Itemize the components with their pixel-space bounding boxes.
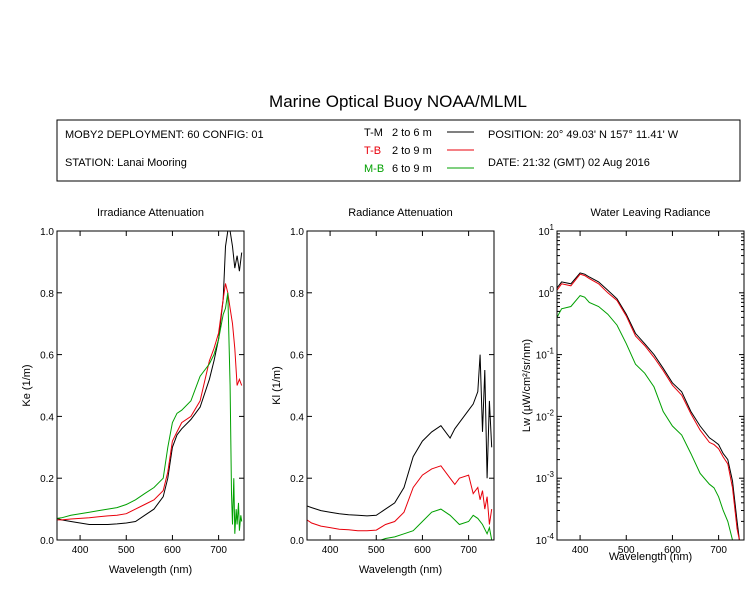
plot-frame-irradiance — [56, 230, 245, 541]
y-tick-label-radiance: 0.6 — [290, 351, 304, 362]
y-tick-label-water-leaving: 10-4 — [536, 532, 555, 547]
y-axis-label-irradiance: Ke (1/m) — [21, 364, 33, 406]
x-tick-label-radiance: 600 — [414, 545, 431, 556]
deployment-text: MOBY2 DEPLOYMENT: 60 CONFIG: 01 — [65, 129, 264, 141]
legend: T-M 2 to 6 m T-B 2 to 9 m M-B 6 to 9 m — [364, 127, 474, 175]
y-axis-label-radiance: Kl (1/m) — [271, 366, 283, 405]
panel-title-radiance: Radiance Attenuation — [348, 207, 453, 219]
x-tick-label-water-leaving: 600 — [664, 545, 681, 556]
chart-panels: Irradiance Attenuation 400 500 600 700 0.0 0.2… — [21, 207, 745, 576]
series-line-irradiance-m-b — [57, 292, 243, 534]
legend-range-tb: 2 to 9 m — [392, 145, 432, 157]
panel-water-leaving: Water Leaving Radiance 400 500 600 700 10-4 10… — [521, 207, 745, 563]
series-line-water-leaving-t-b — [557, 273, 740, 540]
y-tick-label-irradiance: 1.0 — [40, 227, 54, 238]
x-tick-label-irradiance: 600 — [164, 545, 181, 556]
panel-radiance: Radiance Attenuation 400 500 600 700 0.0 0.2 0.… — [271, 207, 495, 576]
panel-irradiance: Irradiance Attenuation 400 500 600 700 0.0 0.2… — [21, 207, 245, 576]
legend-range-tm: 2 to 6 m — [392, 127, 432, 139]
series-line-water-leaving-m-b — [557, 295, 735, 540]
station-text: STATION: Lanai Mooring — [65, 157, 187, 169]
x-tick-label-radiance: 700 — [460, 545, 477, 556]
series-line-irradiance-t-m — [57, 231, 243, 525]
y-tick-label-irradiance: 0.8 — [40, 289, 54, 300]
y-tick-label-radiance: 1.0 — [290, 227, 304, 238]
legend-code-mb: M-B — [364, 163, 384, 175]
y-tick-label-radiance: 0.0 — [290, 536, 304, 547]
x-tick-label-irradiance: 500 — [118, 545, 135, 556]
x-tick-label-water-leaving: 700 — [710, 545, 727, 556]
x-tick-label-radiance: 400 — [322, 545, 339, 556]
y-axis-label-water-leaving: Lw (µW/cm²/sr/nm) — [521, 339, 533, 432]
legend-range-mb: 6 to 9 m — [392, 163, 432, 175]
info-box — [56, 119, 741, 182]
y-tick-label-radiance: 0.8 — [290, 289, 304, 300]
x-axis-label-radiance: Wavelength (nm) — [359, 564, 442, 576]
y-tick-label-irradiance: 0.6 — [40, 351, 54, 362]
y-tick-label-radiance: 0.4 — [290, 412, 304, 423]
series-line-radiance-t-m — [307, 354, 493, 517]
y-tick-label-water-leaving: 10-2 — [536, 408, 555, 423]
series-line-irradiance-t-b — [57, 283, 243, 521]
x-tick-label-radiance: 500 — [368, 545, 385, 556]
y-tick-label-irradiance: 0.0 — [40, 536, 54, 547]
y-tick-label-radiance: 0.2 — [290, 474, 304, 485]
y-tick-label-water-leaving: 10-1 — [536, 347, 555, 362]
x-tick-label-irradiance: 400 — [72, 545, 89, 556]
y-tick-label-water-leaving: 100 — [538, 285, 554, 300]
y-tick-label-irradiance: 0.4 — [40, 412, 54, 423]
legend-code-tm: T-M — [364, 127, 383, 139]
plot-frame-radiance — [306, 230, 495, 541]
y-tick-label-water-leaving: 101 — [538, 223, 554, 238]
x-tick-label-water-leaving: 500 — [618, 545, 635, 556]
y-tick-label-irradiance: 0.2 — [40, 474, 54, 485]
legend-code-tb: T-B — [364, 145, 381, 157]
figure-title: Marine Optical Buoy NOAA/MLML — [269, 92, 527, 111]
position-text: POSITION: 20° 49.03' N 157° 11.41' W — [488, 129, 679, 141]
y-tick-label-water-leaving: 10-3 — [536, 470, 555, 485]
date-text: DATE: 21:32 (GMT) 02 Aug 2016 — [488, 157, 650, 169]
series-line-radiance-t-b — [307, 465, 493, 532]
panel-title-irradiance: Irradiance Attenuation — [97, 207, 204, 219]
plot-frame-water-leaving — [556, 230, 745, 541]
x-tick-label-irradiance: 700 — [210, 545, 227, 556]
x-axis-label-irradiance: Wavelength (nm) — [109, 564, 192, 576]
series-line-water-leaving-t-m — [557, 272, 740, 540]
x-axis-label-water-leaving: Wavelength (nm) — [609, 551, 692, 563]
series-line-radiance-m-b — [380, 508, 493, 540]
panel-title-water-leaving: Water Leaving Radiance — [590, 207, 710, 219]
x-tick-label-water-leaving: 400 — [572, 545, 589, 556]
